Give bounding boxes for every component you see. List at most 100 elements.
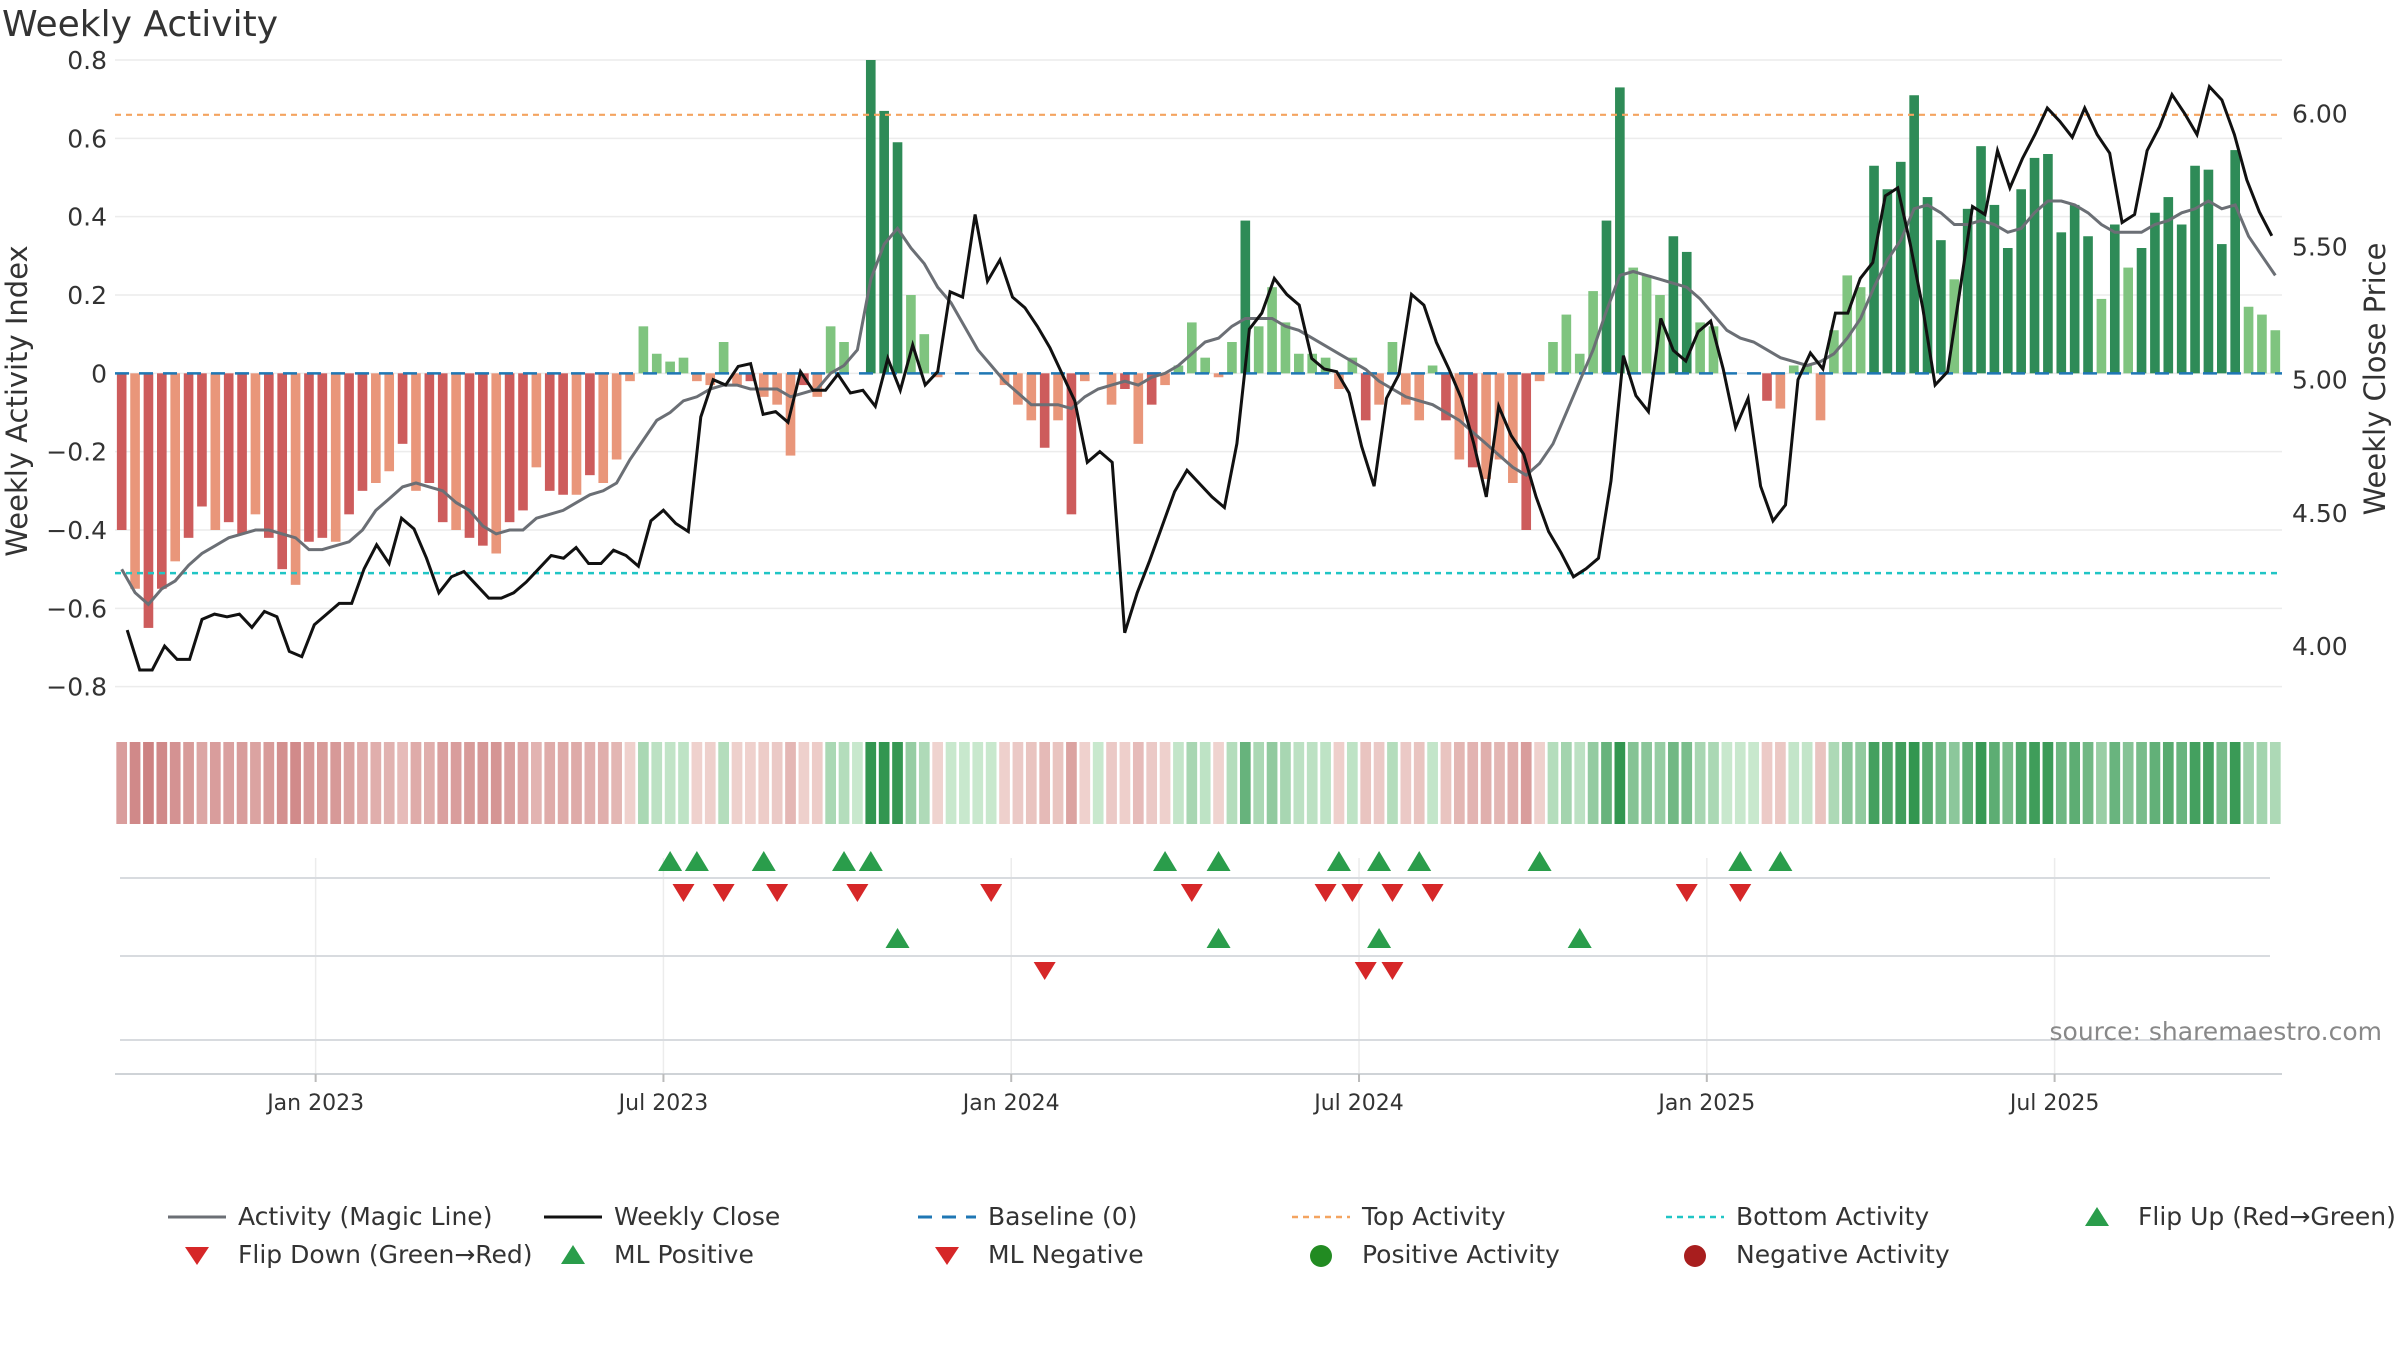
- activity-bar: [2096, 298, 2107, 374]
- activity-bar: [1467, 373, 1478, 468]
- heat-strip-cell: [156, 742, 168, 824]
- activity-bar: [2016, 189, 2026, 374]
- legend-item: Flip Down (Green→Red): [185, 1240, 533, 1269]
- heat-strip-cell: [1641, 742, 1652, 824]
- activity-bar: [357, 373, 368, 491]
- heat-strip-cell: [1908, 742, 1920, 824]
- heat-strip-cell: [1574, 742, 1586, 824]
- activity-bar: [384, 373, 395, 472]
- x-tick-label: Jan 2023: [265, 1091, 364, 1116]
- heat-strip-cell: [290, 742, 301, 824]
- y-left-tick-label: −0.2: [46, 438, 107, 467]
- activity-bar: [1989, 204, 2000, 374]
- ml-positive-marker: [885, 928, 910, 948]
- flip-up-marker: [684, 851, 709, 871]
- legend-label: Weekly Close: [614, 1202, 780, 1231]
- axes-layer: 0.8 0.6 0.4 0.2 0 −0.2 −0.4 −0.6 −0.8 6.00 5.50 5.0…: [0, 46, 2392, 702]
- heat-strip-cell: [1748, 742, 1759, 824]
- x-axis: Jan 2023 Jul 2023 Jan 2024 Jul 2024 Jan 2025…: [115, 1073, 2282, 1116]
- activity-bar: [1026, 373, 1037, 421]
- heat-strip-cell: [2269, 742, 2281, 824]
- heat-strip-cell: [1520, 742, 1532, 824]
- legend-swatch-negative: [1684, 1245, 1706, 1267]
- activity-bar: [464, 373, 475, 538]
- heat-strip-cell: [1614, 742, 1626, 824]
- activity-bar: [424, 373, 435, 483]
- flip-down-marker: [1729, 884, 1752, 902]
- heat-strip-cell: [303, 742, 315, 824]
- heat-strip-cell: [397, 742, 408, 824]
- flip-up-marker: [1326, 851, 1351, 871]
- activity-bar: [745, 373, 756, 382]
- ml-positive-marker: [1206, 928, 1231, 948]
- activity-bar: [2270, 330, 2281, 374]
- legend-label: Flip Up (Red→Green): [2138, 1202, 2396, 1231]
- activity-bar: [1441, 373, 1451, 421]
- activity-bar: [585, 373, 595, 476]
- activity-bar: [1294, 353, 1304, 374]
- heat-strip-cell: [209, 742, 221, 824]
- heat-strip-cell: [1587, 742, 1599, 824]
- heat-strip-cell: [2109, 742, 2121, 824]
- heat-strip-cell: [143, 742, 154, 824]
- legend-swatch-ml-positive: [561, 1245, 585, 1264]
- activity-bar: [705, 373, 716, 386]
- activity-bar: [865, 60, 876, 374]
- activity-bar: [1882, 189, 1893, 374]
- y-right-tick-label: 4.00: [2292, 632, 2348, 661]
- heat-strip-cell: [1226, 742, 1238, 824]
- flip-up-marker: [658, 851, 683, 871]
- weekly-close-line: [125, 83, 2274, 672]
- activity-bar: [1601, 220, 1612, 374]
- activity-bar: [210, 373, 221, 530]
- heat-strip-cell: [1841, 742, 1853, 824]
- activity-bar: [371, 373, 381, 483]
- y-right-tick-label: 6.00: [2292, 99, 2348, 128]
- y-left-tick-label: −0.6: [46, 594, 107, 623]
- heat-strip-cell: [704, 742, 716, 824]
- heat-strip-cell: [1681, 742, 1693, 824]
- legend-item: ML Positive: [561, 1240, 754, 1269]
- heat-strip-cell: [1132, 742, 1144, 824]
- heat-strip-cell: [2082, 742, 2094, 824]
- heat-strip-cell: [1092, 742, 1104, 824]
- heat-strip-cell: [1668, 742, 1679, 824]
- heat-strip-cell: [2122, 742, 2134, 824]
- x-tick-label: Jul 2023: [617, 1091, 709, 1116]
- heat-strip-cell: [1239, 742, 1251, 824]
- activity-bar: [1173, 365, 1184, 374]
- activity-bar: [1481, 373, 1491, 480]
- activity-bar: [290, 373, 301, 585]
- activity-bar: [571, 373, 582, 495]
- activity-bar: [1334, 373, 1344, 389]
- heat-strip-cell: [1387, 742, 1398, 824]
- activity-bar: [1788, 365, 1799, 374]
- activity-bar: [1307, 353, 1318, 374]
- heat-strip-cell: [2256, 742, 2268, 824]
- activity-bar: [665, 361, 675, 374]
- heat-strip-cell: [1333, 742, 1345, 824]
- heat-strip-cell: [1173, 742, 1184, 824]
- activity-bar: [1815, 373, 1826, 421]
- ml-positive-marker: [1367, 928, 1392, 948]
- heat-strip-cell: [691, 742, 703, 824]
- activity-bar: [1668, 236, 1679, 374]
- heat-strip-cell: [1975, 742, 1987, 824]
- activity-bar: [1708, 326, 1719, 374]
- flip-down-marker: [1381, 884, 1404, 902]
- heat-strip-cell: [1119, 742, 1131, 824]
- legend-label: Top Activity: [1361, 1202, 1506, 1231]
- legend-item: Weekly Close: [544, 1202, 780, 1231]
- heat-strip-cell: [343, 742, 355, 824]
- heat-strip-cell: [1159, 742, 1171, 824]
- activity-bar: [1146, 373, 1157, 405]
- heat-strip-cell: [357, 742, 368, 824]
- flip-up-marker: [751, 851, 776, 871]
- heat-strip-cell: [905, 742, 917, 824]
- heat-strip-cell: [1694, 742, 1706, 824]
- heat-strip-cell: [2069, 742, 2081, 824]
- activity-bar: [437, 373, 448, 523]
- heat-strip-cell: [1400, 742, 1412, 824]
- legend-item: Negative Activity: [1684, 1240, 1950, 1269]
- heat-strip-cell: [1868, 742, 1880, 824]
